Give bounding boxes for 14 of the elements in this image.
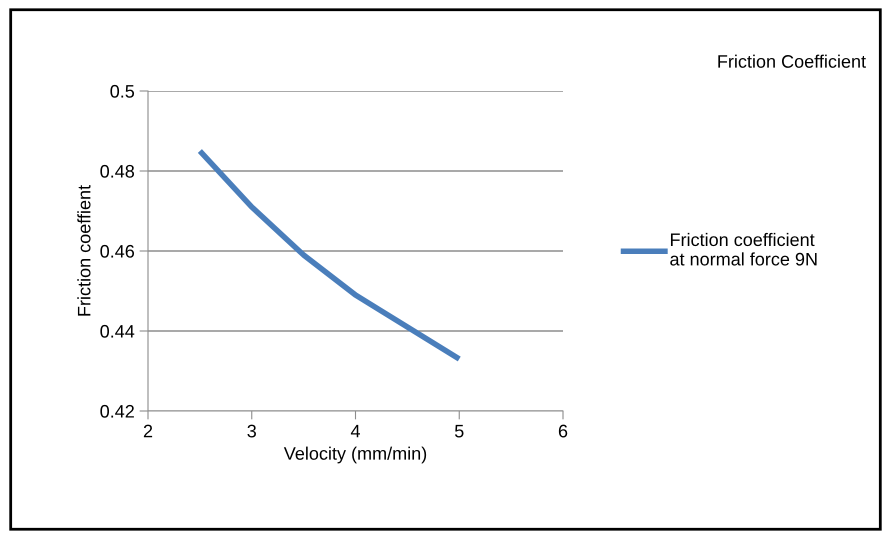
x-tick-label: 6 [558,424,568,438]
x-axis-title: Velocity (mm/min) [284,446,426,464]
y-axis-title: Friction coeffient [77,185,91,316]
legend-label: Friction coefficient at normal force 9N [670,232,817,266]
x-tick-label: 4 [350,424,360,438]
x-tick-label: 2 [144,424,152,438]
y-tick-label: 0.44 [100,324,134,338]
y-tick-label: 0.42 [100,404,134,418]
y-tick-label: 0.48 [100,164,134,178]
text: Friction Coefficient [718,54,866,68]
x-tick-label: 3 [247,424,256,438]
y-tick-label: 0.46 [100,244,134,258]
y-tick-label: 0.5 [110,84,134,98]
x-tick-label: 5 [454,424,464,438]
